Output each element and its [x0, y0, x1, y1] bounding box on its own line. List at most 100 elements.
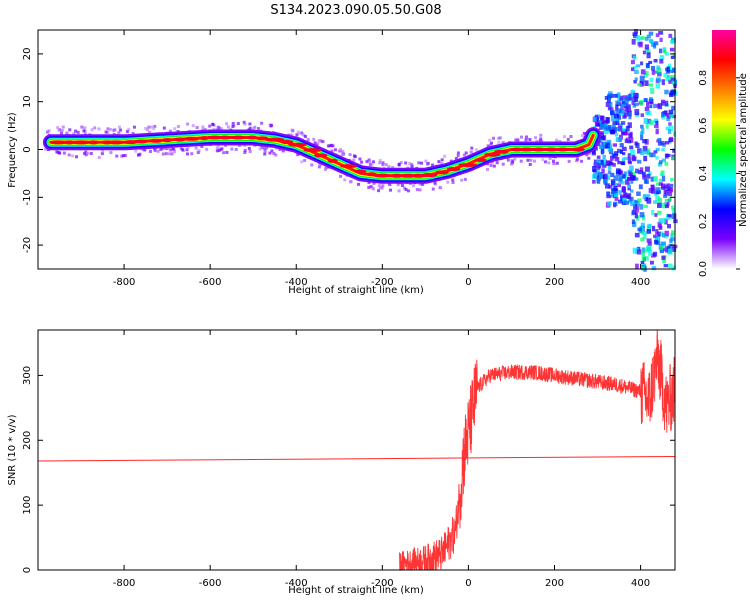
spectrogram-halo-cell [243, 151, 247, 155]
spectrogram-peak [183, 136, 200, 141]
spectrogram-halo-cell [587, 156, 591, 160]
spectrogram-halo-cell [529, 158, 533, 162]
spectrogram-halo-cell [83, 126, 87, 130]
spectrogram-noise-cell [670, 77, 676, 82]
spectrogram-halo-cell [153, 124, 157, 128]
spectrogram-noise-cell [665, 67, 669, 72]
spectrogram-noise-cell [631, 171, 636, 176]
spectrogram-noise-cell [634, 77, 638, 81]
spectrogram-noise-cell [627, 122, 632, 128]
spectrogram-noise-cell [591, 150, 597, 156]
spectrogram-noise-cell [642, 50, 646, 55]
spectrogram-halo-cell [171, 147, 175, 151]
spectrogram-noise-cell [637, 83, 642, 87]
spectrogram-halo-cell [497, 140, 501, 144]
spectrogram-halo-cell [333, 148, 337, 152]
spectrogram-noise-cell [653, 59, 658, 63]
spectrogram-halo-cell [225, 122, 229, 126]
spectrogram-halo-cell [291, 129, 295, 133]
spectrogram-noise-cell [667, 214, 672, 218]
spectrogram-halo-cell [191, 124, 195, 128]
spectrogram-halo-cell [258, 147, 262, 151]
spectrogram-noise-cell [609, 129, 615, 134]
spectrogram-noise-cell [628, 160, 632, 165]
spectrogram-noise-cell [667, 223, 672, 229]
spectrogram-halo-cell [421, 182, 425, 186]
spectrogram-halo-cell [439, 186, 443, 190]
spectrogram-noise-cell [617, 148, 622, 153]
spectrogram-halo-cell [368, 160, 372, 164]
spectrogram-noise-cell [629, 145, 634, 150]
spectrogram-peak [218, 135, 232, 140]
spectrogram-noise-cell [631, 99, 635, 105]
spectrogram-halo-cell [219, 127, 223, 131]
spectrogram-halo-cell [431, 187, 435, 191]
spectrogram-halo-cell [433, 181, 437, 185]
spectrogram-noise-cell [646, 238, 652, 243]
spectrogram-halo-cell [372, 160, 376, 164]
colorbar-tick-label: 0.6 [698, 118, 709, 134]
spectrogram-noise-cell [653, 118, 659, 124]
spectrogram-noise-cell [629, 149, 635, 156]
x-tick-label: -200 [371, 578, 394, 589]
x-tick-label: -600 [199, 277, 222, 288]
spectrogram-halo-cell [220, 147, 224, 151]
spectrogram-noise-cell [632, 247, 638, 254]
spectrogram-halo-cell [265, 146, 269, 150]
spectrogram-noise-cell [615, 100, 620, 105]
spectrogram-noise-cell [614, 133, 619, 137]
colorbar-ticks: 0.0 0.2 0.4 0.6 0.8 [698, 70, 740, 277]
x-tick-label: -400 [285, 578, 308, 589]
spectrogram-noise-cell [602, 178, 608, 184]
spectrogram-noise-cell [629, 189, 634, 193]
spectrogram-halo-cell [490, 141, 494, 145]
spectrogram-halo-cell [555, 138, 559, 142]
spectrogram-noise-cell [602, 159, 608, 165]
y-tick-label: -20 [22, 237, 33, 253]
spectrogram-noise-cell [670, 237, 675, 242]
y-tick-label: 200 [22, 431, 33, 450]
spectrogram-halo-cell [222, 151, 226, 155]
spectrogram-halo-cell [547, 161, 551, 165]
spectrogram-halo-cell [410, 164, 414, 168]
spectrogram-halo-cell [84, 153, 88, 157]
spectrogram-halo-cell [397, 162, 401, 166]
spectrogram-noise-cell [624, 179, 630, 185]
spectrogram-halo-cell [115, 154, 119, 158]
spectrogram-halo-cell [317, 165, 321, 169]
spectrogram-noise-cell [659, 55, 665, 60]
spectrogram-noise-cell [670, 205, 675, 210]
spectrogram-noise-cell [609, 101, 613, 108]
spectrogram-noise-cell [596, 123, 600, 127]
spectrogram-noise-cell [603, 123, 608, 128]
spectrogram-noise-cell [613, 201, 618, 207]
spectrogram-peak [133, 139, 149, 144]
spectrogram-halo-cell [226, 125, 230, 129]
spectrogram-noise-cell [671, 89, 677, 94]
spectrogram-halo-cell [377, 189, 381, 193]
spectrogram-halo-cell [417, 161, 421, 165]
spectrogram-halo-cell [236, 122, 240, 126]
spectrogram-noise-cell [600, 144, 605, 149]
spectrogram-noise-cell [609, 110, 615, 116]
spectrogram-halo-cell [551, 159, 555, 163]
spectrogram-noise-cell [605, 117, 610, 122]
spectrogram-noise-cell [655, 229, 659, 235]
spectrogram-halo-cell [340, 153, 344, 157]
spectrogram-noise-cell [646, 148, 651, 152]
spectrogram-noise-cell [669, 238, 673, 243]
spectrogram-noise-cell [643, 233, 647, 240]
spectrogram-noise-cell [664, 189, 669, 195]
spectrogram-noise-cell [658, 197, 663, 203]
spectrogram-noise-cell [648, 60, 653, 64]
spectrogram-noise-cell [606, 191, 611, 196]
spectrogram-noise-cell [615, 118, 620, 122]
spectrogram-noise-cell [645, 194, 651, 200]
spectrogram-noise-cell [618, 175, 623, 182]
spectrogram-peak [531, 147, 547, 152]
spectrogram-noise-cell [650, 260, 654, 265]
spectrogram-noise-cell [633, 92, 638, 99]
spectrogram-halo-cell [440, 161, 444, 165]
spectrogram-noise-cell [651, 266, 657, 271]
